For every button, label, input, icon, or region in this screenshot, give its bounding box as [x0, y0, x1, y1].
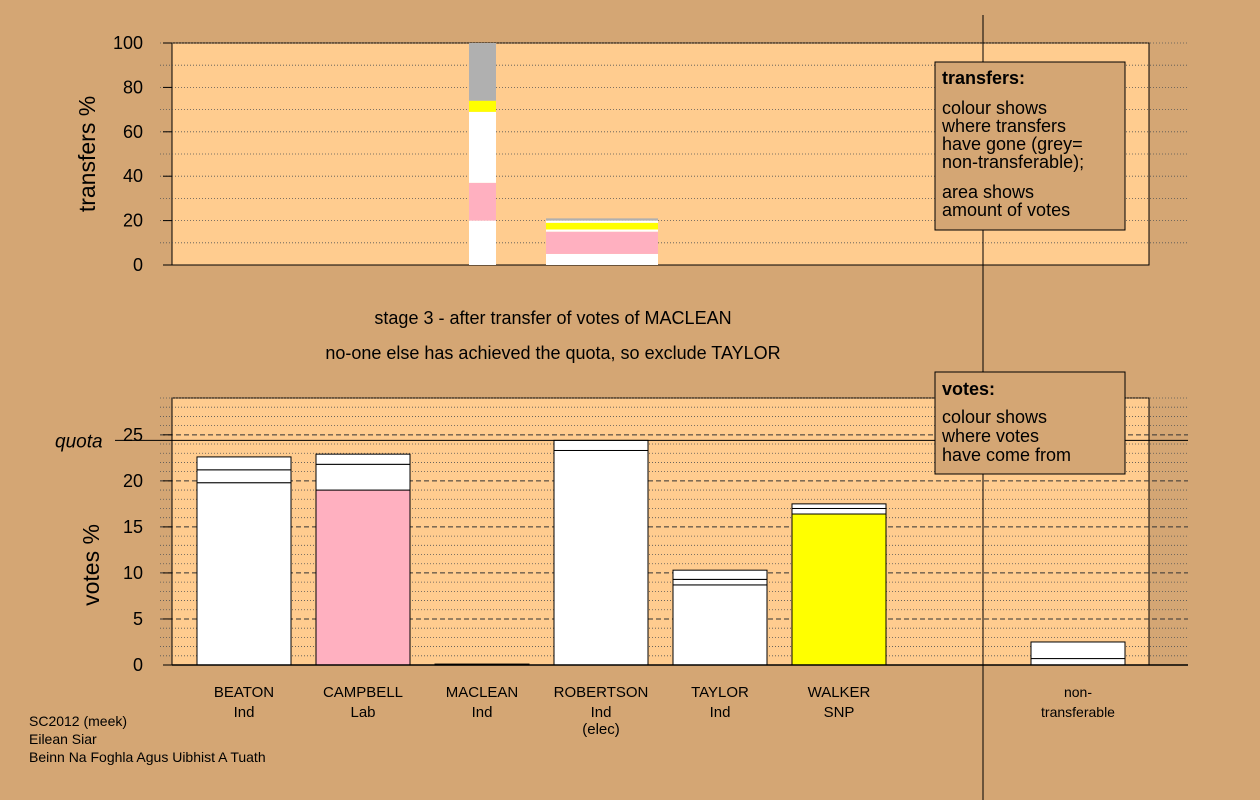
- candidate-labels: BEATON Ind CAMPBELL Lab MACLEAN Ind ROBERTSON I…: [214, 684, 1115, 738]
- candidate-name-label: CAMPBELL: [323, 684, 403, 701]
- candidate-party-label: transferable: [1041, 704, 1115, 720]
- transfers-tick-label: 40: [123, 166, 143, 186]
- transfer-segment: [469, 111, 496, 183]
- vote-segment: [315, 489, 411, 666]
- votes-tick-label: 5: [133, 609, 143, 629]
- vote-segment: [553, 439, 649, 451]
- votes-tick-label: 10: [123, 563, 143, 583]
- votes-legend-title: votes:: [942, 379, 995, 399]
- vote-segment: [553, 449, 649, 666]
- transfer-segment: [546, 231, 658, 254]
- vote-segment: [672, 584, 768, 666]
- vote-segment: [672, 569, 768, 580]
- transfers-legend: transfers: colour shows where transfers …: [934, 61, 1126, 231]
- votes-bars: [196, 439, 1126, 666]
- candidate-party-label: Ind: [472, 704, 493, 721]
- footer-council: Eilean Siar: [29, 731, 97, 747]
- transfers-tick-label: 0: [133, 255, 143, 275]
- candidate-party-label: Ind: [591, 704, 612, 721]
- transfers-y-axis-label: transfers %: [74, 96, 100, 212]
- vote-segment: [315, 453, 411, 465]
- transfers-legend-box: [934, 61, 1126, 231]
- vote-segment: [1030, 658, 1126, 666]
- transfer-segment: [469, 182, 496, 221]
- transfer-segment: [469, 100, 496, 112]
- transfers-tick-label: 80: [123, 77, 143, 97]
- transfers-legend-line: have gone (grey=: [942, 134, 1083, 154]
- stage-headline: stage 3 - after transfer of votes of MAC…: [374, 308, 731, 328]
- candidate-name-label: MACLEAN: [446, 684, 519, 701]
- transfer-segment: [546, 229, 658, 232]
- transfer-segment: [546, 253, 658, 265]
- action-headline: no-one else has achieved the quota, so e…: [325, 343, 780, 363]
- vote-segment: [196, 482, 292, 666]
- transfers-legend-line: area shows: [942, 182, 1034, 202]
- vote-segment: [672, 578, 768, 586]
- votes-tick-label: 25: [123, 425, 143, 445]
- footer-ward: Beinn Na Foghla Agus Uibhist A Tuath: [29, 749, 266, 765]
- votes-tick-label: 20: [123, 471, 143, 491]
- vote-segment: [315, 463, 411, 491]
- quota-label: quota: [55, 431, 103, 452]
- candidate-note-label: (elec): [582, 721, 620, 738]
- votes-legend-line: colour shows: [942, 407, 1047, 427]
- transfers-legend-line: colour shows: [942, 98, 1047, 118]
- votes-tick-label: 15: [123, 517, 143, 537]
- candidate-party-label: Ind: [234, 704, 255, 721]
- votes-legend-box: [934, 371, 1126, 475]
- candidate-party-label: Ind: [710, 704, 731, 721]
- vote-segment: [196, 456, 292, 471]
- transfer-segment: [546, 222, 658, 230]
- transfers-legend-line: where transfers: [941, 116, 1066, 136]
- candidate-name-label: TAYLOR: [691, 684, 749, 701]
- votes-legend-line: have come from: [942, 445, 1071, 465]
- transfers-gridlines: [160, 42, 1188, 244]
- transfers-y-ticks: 0 20 40 60 80 100: [113, 33, 172, 275]
- votes-legend: votes: colour shows where votes have com…: [934, 371, 1126, 475]
- transfer-segment: [546, 220, 658, 223]
- candidate-name-label: WALKER: [808, 684, 871, 701]
- votes-y-axis-label: votes %: [78, 524, 104, 606]
- vote-segment: [196, 469, 292, 484]
- candidate-name-label: ROBERTSON: [554, 684, 649, 701]
- transfers-tick-label: 20: [123, 211, 143, 231]
- candidate-party-label: SNP: [824, 704, 855, 721]
- candidate-name-label: non-: [1064, 684, 1092, 700]
- vote-segment: [791, 503, 887, 509]
- transfers-legend-line: non-transferable);: [942, 152, 1084, 172]
- transfers-legend-line: amount of votes: [942, 200, 1070, 220]
- vote-segment: [1030, 641, 1126, 660]
- footer-method: SC2012 (meek): [29, 713, 127, 729]
- transfer-segment: [546, 218, 658, 221]
- transfers-tick-label: 100: [113, 33, 143, 53]
- transfers-tick-label: 60: [123, 122, 143, 142]
- votes-tick-label: 0: [133, 655, 143, 675]
- candidate-party-label: Lab: [350, 704, 375, 721]
- candidate-name-label: BEATON: [214, 684, 274, 701]
- transfer-segment: [469, 220, 496, 265]
- vote-segment: [791, 513, 887, 666]
- transfers-legend-title: transfers:: [942, 68, 1025, 88]
- votes-y-ticks: 0 5 10 15 20 25: [123, 425, 172, 675]
- transfer-segment: [469, 43, 496, 101]
- transfers-bars: [469, 43, 658, 265]
- vote-segment: [791, 507, 887, 515]
- votes-legend-line: where votes: [941, 426, 1039, 446]
